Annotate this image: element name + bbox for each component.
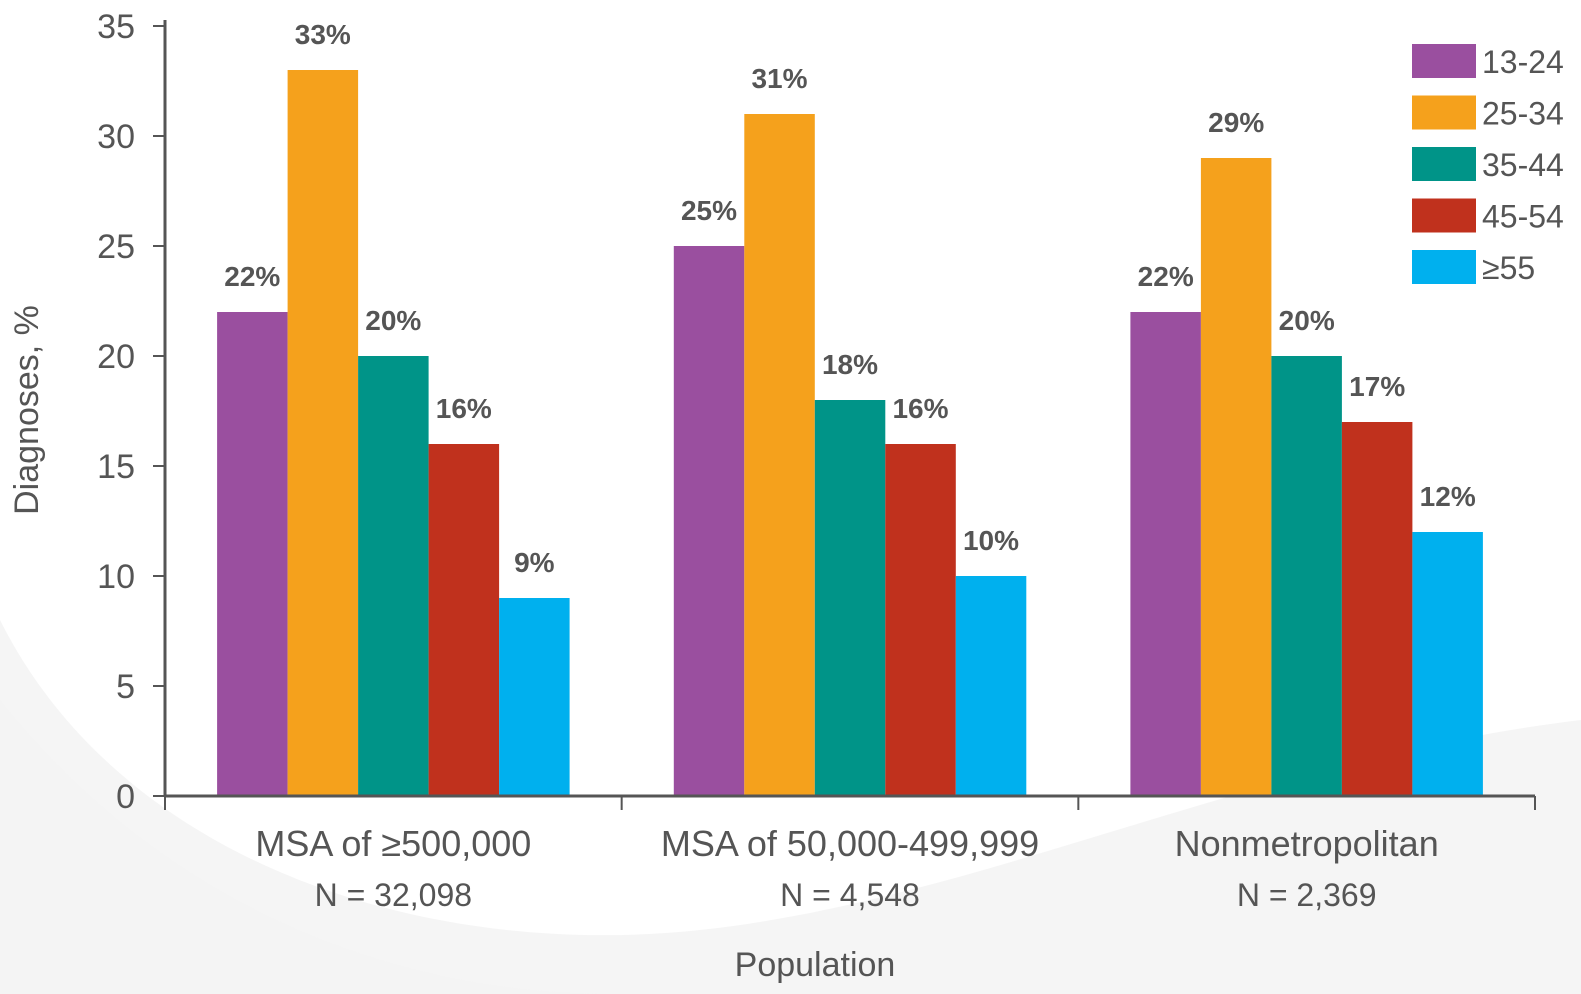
bar-45-54-3 <box>1341 422 1413 796</box>
legend-label: 35-44 <box>1482 147 1564 183</box>
legend-swatch-≥55 <box>1412 250 1476 284</box>
bar-45-54-2 <box>885 444 956 796</box>
bar-35-44-1 <box>358 356 429 796</box>
legend-swatch-13-24 <box>1412 44 1476 78</box>
data-label: 17% <box>1349 371 1405 402</box>
data-labels-group: 22% 33% 20% 16% 9% 25% 31% 18% 16% 10% 22% 29% 20% 17… <box>224 19 1476 578</box>
data-label: 20% <box>1279 305 1335 336</box>
bar-45-54-1 <box>428 444 500 796</box>
axes-group: 0 5 10 15 20 25 30 35 MSA of ≥500,000 N = 32,098 M… <box>97 8 1536 913</box>
background-swoosh <box>0 620 1581 994</box>
bar-25-34-1 <box>287 70 359 796</box>
x-axis-title: Population <box>735 946 896 984</box>
bar-35-44-2 <box>814 400 886 796</box>
y-tick-label: 5 <box>116 668 135 706</box>
data-label: 18% <box>822 349 878 380</box>
y-tick-label: 0 <box>116 778 135 816</box>
y-axis-title: Diagnoses, % <box>8 305 46 515</box>
background-swoosh-shape <box>0 700 600 994</box>
legend-swatch-45-54 <box>1412 198 1476 233</box>
data-label: 16% <box>436 393 492 424</box>
background-swoosh-shape <box>0 620 1581 994</box>
legend-label: 13-24 <box>1482 44 1564 80</box>
bar-35-44-3 <box>1271 356 1342 796</box>
bar-25-34-3 <box>1200 158 1272 796</box>
legend-label: 45-54 <box>1482 199 1564 235</box>
data-label: 31% <box>751 63 807 94</box>
data-label: 22% <box>224 261 280 292</box>
x-category-label: MSA of ≥500,000 <box>255 823 531 864</box>
legend: 13-24 25-34 35-44 45-54 ≥55 <box>1412 44 1564 286</box>
data-label: 20% <box>365 305 421 336</box>
data-label: 29% <box>1208 107 1264 138</box>
legend-swatch-35-44 <box>1412 147 1476 181</box>
data-label: 33% <box>295 19 351 50</box>
bar-≥55-3 <box>1412 532 1483 796</box>
x-category-sublabel: N = 2,369 <box>1237 877 1377 913</box>
bar-≥55-2 <box>955 576 1027 796</box>
data-label: 22% <box>1138 261 1194 292</box>
data-label: 25% <box>681 195 737 226</box>
y-tick-label: 10 <box>97 558 135 596</box>
x-category-sublabel: N = 32,098 <box>315 877 472 913</box>
legend-label: 25-34 <box>1482 96 1564 132</box>
y-tick-label: 35 <box>97 8 135 46</box>
bar-≥55-1 <box>499 598 570 796</box>
x-category-sublabel: N = 4,548 <box>780 877 920 913</box>
data-label: 10% <box>963 525 1019 556</box>
bar-25-34-2 <box>744 114 815 796</box>
legend-swatch-25-34 <box>1412 95 1476 130</box>
bars-group <box>217 70 1483 796</box>
data-label: 9% <box>514 547 555 578</box>
y-tick-label: 20 <box>97 338 135 376</box>
bar-13-24-3 <box>1130 312 1201 796</box>
y-tick-label: 30 <box>97 118 135 156</box>
bar-13-24-2 <box>673 246 745 796</box>
data-label: 16% <box>892 393 948 424</box>
legend-label: ≥55 <box>1482 250 1535 286</box>
x-category-label: MSA of 50,000-499,999 <box>661 823 1039 864</box>
bar-13-24-1 <box>217 312 288 796</box>
x-category-label: Nonmetropolitan <box>1175 823 1439 864</box>
data-label: 12% <box>1420 481 1476 512</box>
y-tick-label: 25 <box>97 228 135 266</box>
y-tick-label: 15 <box>97 448 135 486</box>
